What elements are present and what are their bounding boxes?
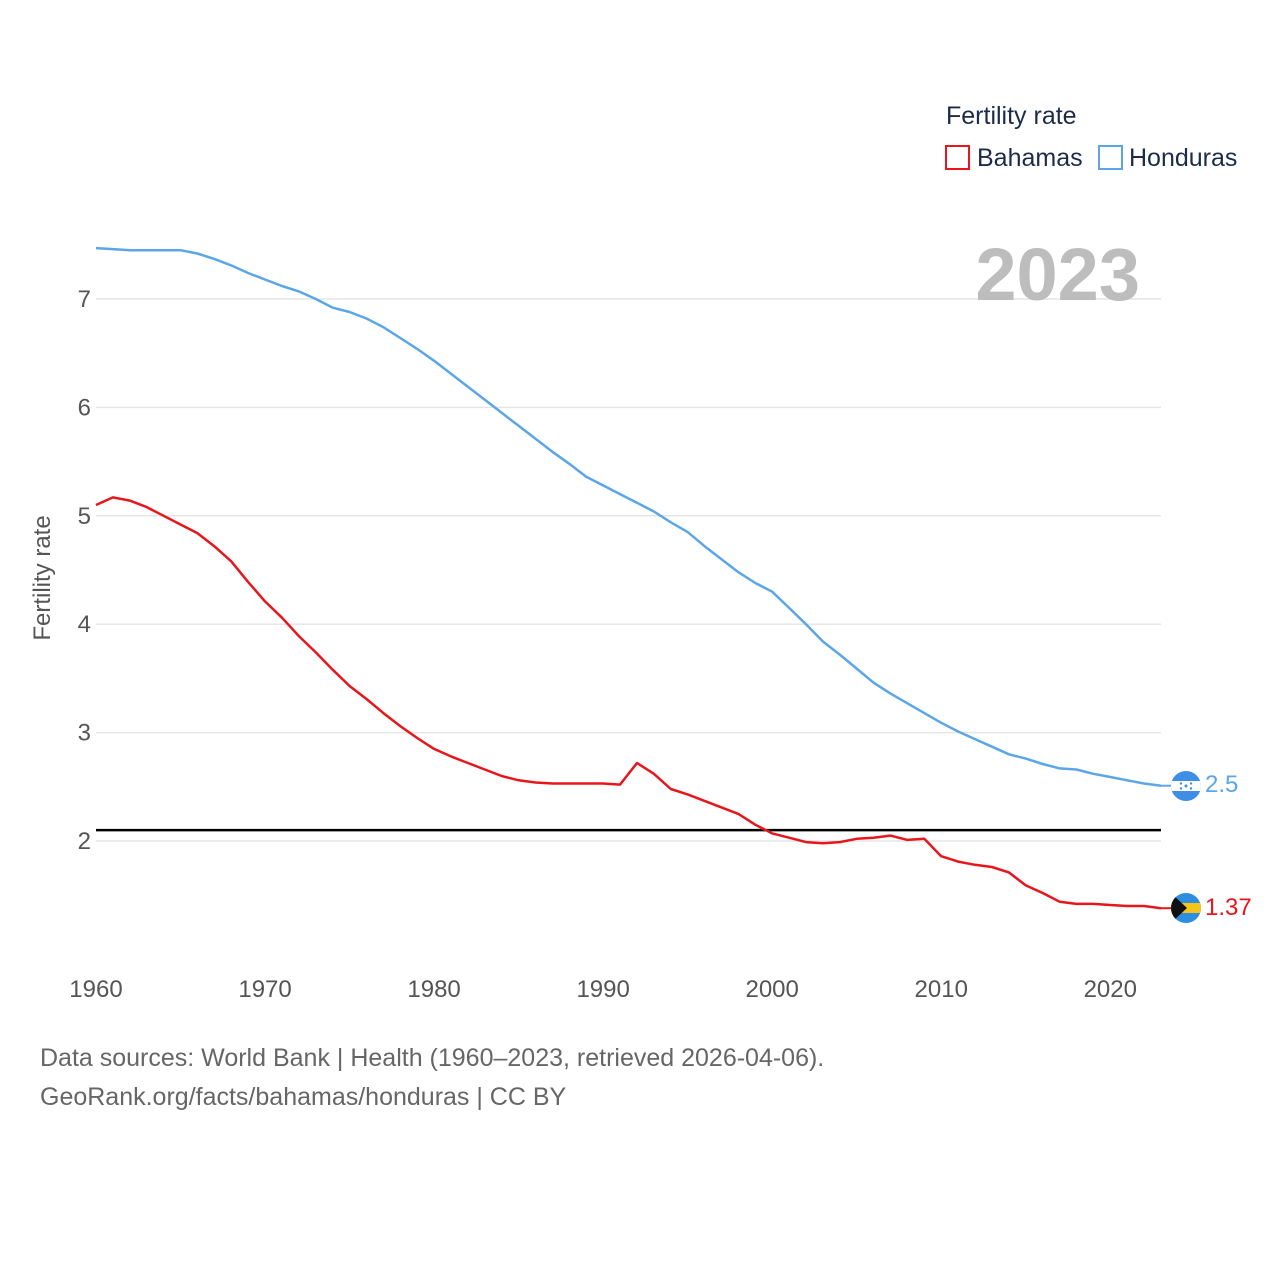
series-lines — [95, 246, 1172, 910]
honduras-end-value: 2.5 — [1205, 771, 1238, 798]
series-line-honduras — [95, 246, 1162, 787]
x-tick-label-1970: 1970 — [238, 976, 291, 1003]
y-tick-label-5: 5 — [78, 503, 91, 530]
y-axis-title: Fertility rate — [29, 515, 56, 640]
x-tick-label-2010: 2010 — [915, 976, 968, 1003]
legend-swatch-honduras[interactable] — [1098, 145, 1123, 170]
gridlines — [96, 298, 1161, 842]
legend-title: Fertility rate — [946, 102, 1077, 130]
y-tick-label-7: 7 — [78, 286, 91, 313]
x-tick-label-2000: 2000 — [745, 976, 798, 1003]
x-tick-label-1990: 1990 — [576, 976, 629, 1003]
series-line-bahamas — [95, 496, 1162, 910]
y-axis-ticks: 2 3 4 5 6 7 — [78, 286, 91, 855]
y-tick-label-3: 3 — [78, 720, 91, 747]
bahamas-end-value: 1.37 — [1205, 894, 1252, 921]
legend-label-honduras[interactable]: Honduras — [1129, 144, 1237, 172]
honduras-flag — [1171, 771, 1201, 801]
x-tick-label-1960: 1960 — [69, 976, 122, 1003]
footer-url[interactable]: GeoRank.org/facts/bahamas/honduras | CC … — [40, 1083, 567, 1111]
legend-label-bahamas[interactable]: Bahamas — [977, 144, 1083, 172]
y-tick-label-2: 2 — [78, 828, 91, 855]
y-tick-label-6: 6 — [78, 394, 91, 421]
x-tick-label-1980: 1980 — [407, 976, 460, 1003]
y-tick-label-4: 4 — [78, 611, 91, 638]
legend-swatch-bahamas[interactable] — [945, 145, 970, 170]
bahamas-flag — [1171, 893, 1201, 923]
x-tick-label-2020: 2020 — [1084, 976, 1137, 1003]
year-label: 2023 — [975, 233, 1140, 316]
footer-source: Data sources: World Bank | Health (1960–… — [40, 1044, 825, 1072]
legend: Fertility rate Bahamas Honduras — [945, 102, 1237, 172]
x-axis-ticks: 1960 1970 1980 1990 2000 2010 2020 — [69, 976, 1137, 1003]
